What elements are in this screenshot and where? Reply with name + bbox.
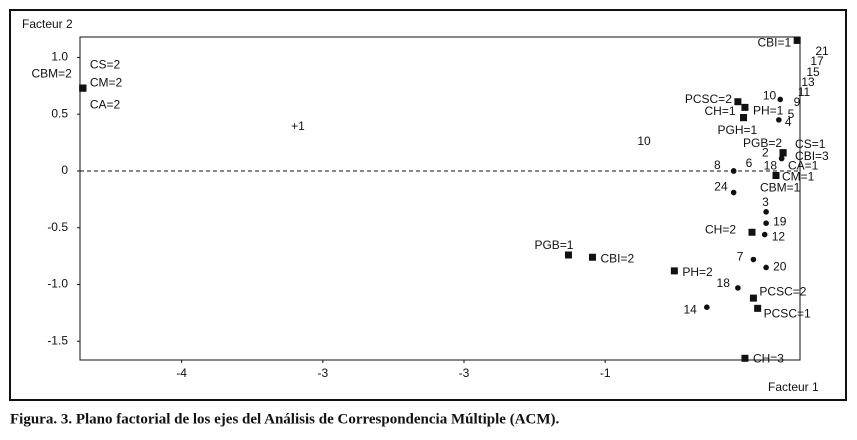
y-tick-label: -0.5 <box>47 220 68 234</box>
point-label: PH=1 <box>753 104 784 118</box>
point-label: 24 <box>714 180 728 194</box>
point-label: 14 <box>683 302 697 316</box>
point-label: CA=1 <box>788 159 819 173</box>
point-label: PGB=1 <box>534 238 573 252</box>
caption: Figura. 3. Plano factorial de los ejes d… <box>10 411 560 427</box>
point-label: CBM=2 <box>31 66 72 80</box>
annotation: 11 <box>798 85 811 99</box>
annotation: 10 <box>637 134 651 148</box>
point-label: 7 <box>737 250 744 264</box>
point-label: CH=2 <box>705 222 736 236</box>
point-square <box>793 36 801 44</box>
annotation: 9 <box>794 95 801 109</box>
point-square <box>740 114 748 122</box>
point-label: CS=2 <box>90 57 121 71</box>
x-axis-title: Facteur 1 <box>768 380 819 394</box>
point-square <box>779 149 787 157</box>
point-label: CH=3 <box>753 351 784 365</box>
annotation: 5 <box>788 107 795 121</box>
point-dot <box>778 155 785 162</box>
point-square <box>734 98 742 106</box>
point-square <box>749 294 757 302</box>
point-square <box>564 251 572 259</box>
point-label: 3 <box>762 195 769 209</box>
point-dot <box>776 117 782 123</box>
point-square <box>741 103 749 111</box>
point-label: CS=1 <box>795 137 826 151</box>
point-label: CA=2 <box>90 97 121 111</box>
annotation: 17 <box>810 54 824 68</box>
point-square <box>79 84 87 92</box>
point-dot <box>761 231 768 238</box>
point-square <box>670 267 678 275</box>
x-tick-label: -3 <box>317 366 328 380</box>
annotation: 13 <box>801 75 815 89</box>
point-square <box>588 253 596 261</box>
point-label: PCSC=1 <box>764 307 811 321</box>
point-square <box>748 228 756 236</box>
point-label: CBM=1 <box>760 181 801 195</box>
y-tick-label: 0 <box>61 163 68 177</box>
point-label: 19 <box>773 214 787 228</box>
y-tick-label: 0.5 <box>51 106 68 120</box>
point-label: CM=2 <box>90 75 123 89</box>
point-dot <box>750 256 757 263</box>
point-square <box>741 354 749 362</box>
point-dot <box>704 304 710 311</box>
point-label: 6 <box>746 156 753 170</box>
annotation: 21 <box>815 44 829 58</box>
point-label: PGH=1 <box>718 123 758 137</box>
point-dot <box>763 220 769 226</box>
point-dot <box>763 264 769 271</box>
point-label: 4 <box>785 115 792 129</box>
x-tick-label: -3 <box>459 366 470 380</box>
outer-frame <box>9 9 847 401</box>
y-axis-title: Facteur 2 <box>22 17 73 31</box>
y-tick-label: -1.5 <box>47 333 68 347</box>
annotation: +1 <box>291 119 305 133</box>
point-square <box>772 172 780 180</box>
y-tick-label: 1.0 <box>51 50 68 64</box>
point-label: CM=1 <box>782 170 815 184</box>
point-label: 10 <box>763 89 777 103</box>
point-square <box>754 304 762 312</box>
point-label: PH=2 <box>682 265 713 279</box>
point-label: 2 <box>762 146 769 160</box>
annotation: 15 <box>806 65 820 79</box>
point-label: PCSC=2 <box>759 284 806 298</box>
point-label: 8 <box>714 158 721 172</box>
point-label: CBI=2 <box>600 251 634 265</box>
point-dot <box>763 209 769 215</box>
x-tick-label: -1 <box>600 366 611 380</box>
point-label: PCSC=2 <box>685 92 732 106</box>
point-dot <box>730 168 737 174</box>
point-label: 18 <box>717 276 731 290</box>
x-tick-label: -4 <box>176 366 187 380</box>
point-label: 20 <box>773 260 787 274</box>
point-label: PGB=2 <box>743 136 782 150</box>
point-dot <box>735 285 741 291</box>
point-label: CBI=3 <box>795 149 829 163</box>
point-label: CH=1 <box>705 104 736 118</box>
point-label: 18 <box>764 159 778 173</box>
point-dot <box>730 189 737 196</box>
plot-frame <box>79 36 801 361</box>
point-label: 12 <box>772 230 786 244</box>
point-dot <box>777 96 784 103</box>
point-label: CBI=1 <box>757 36 791 50</box>
y-tick-label: -1.0 <box>47 277 68 291</box>
